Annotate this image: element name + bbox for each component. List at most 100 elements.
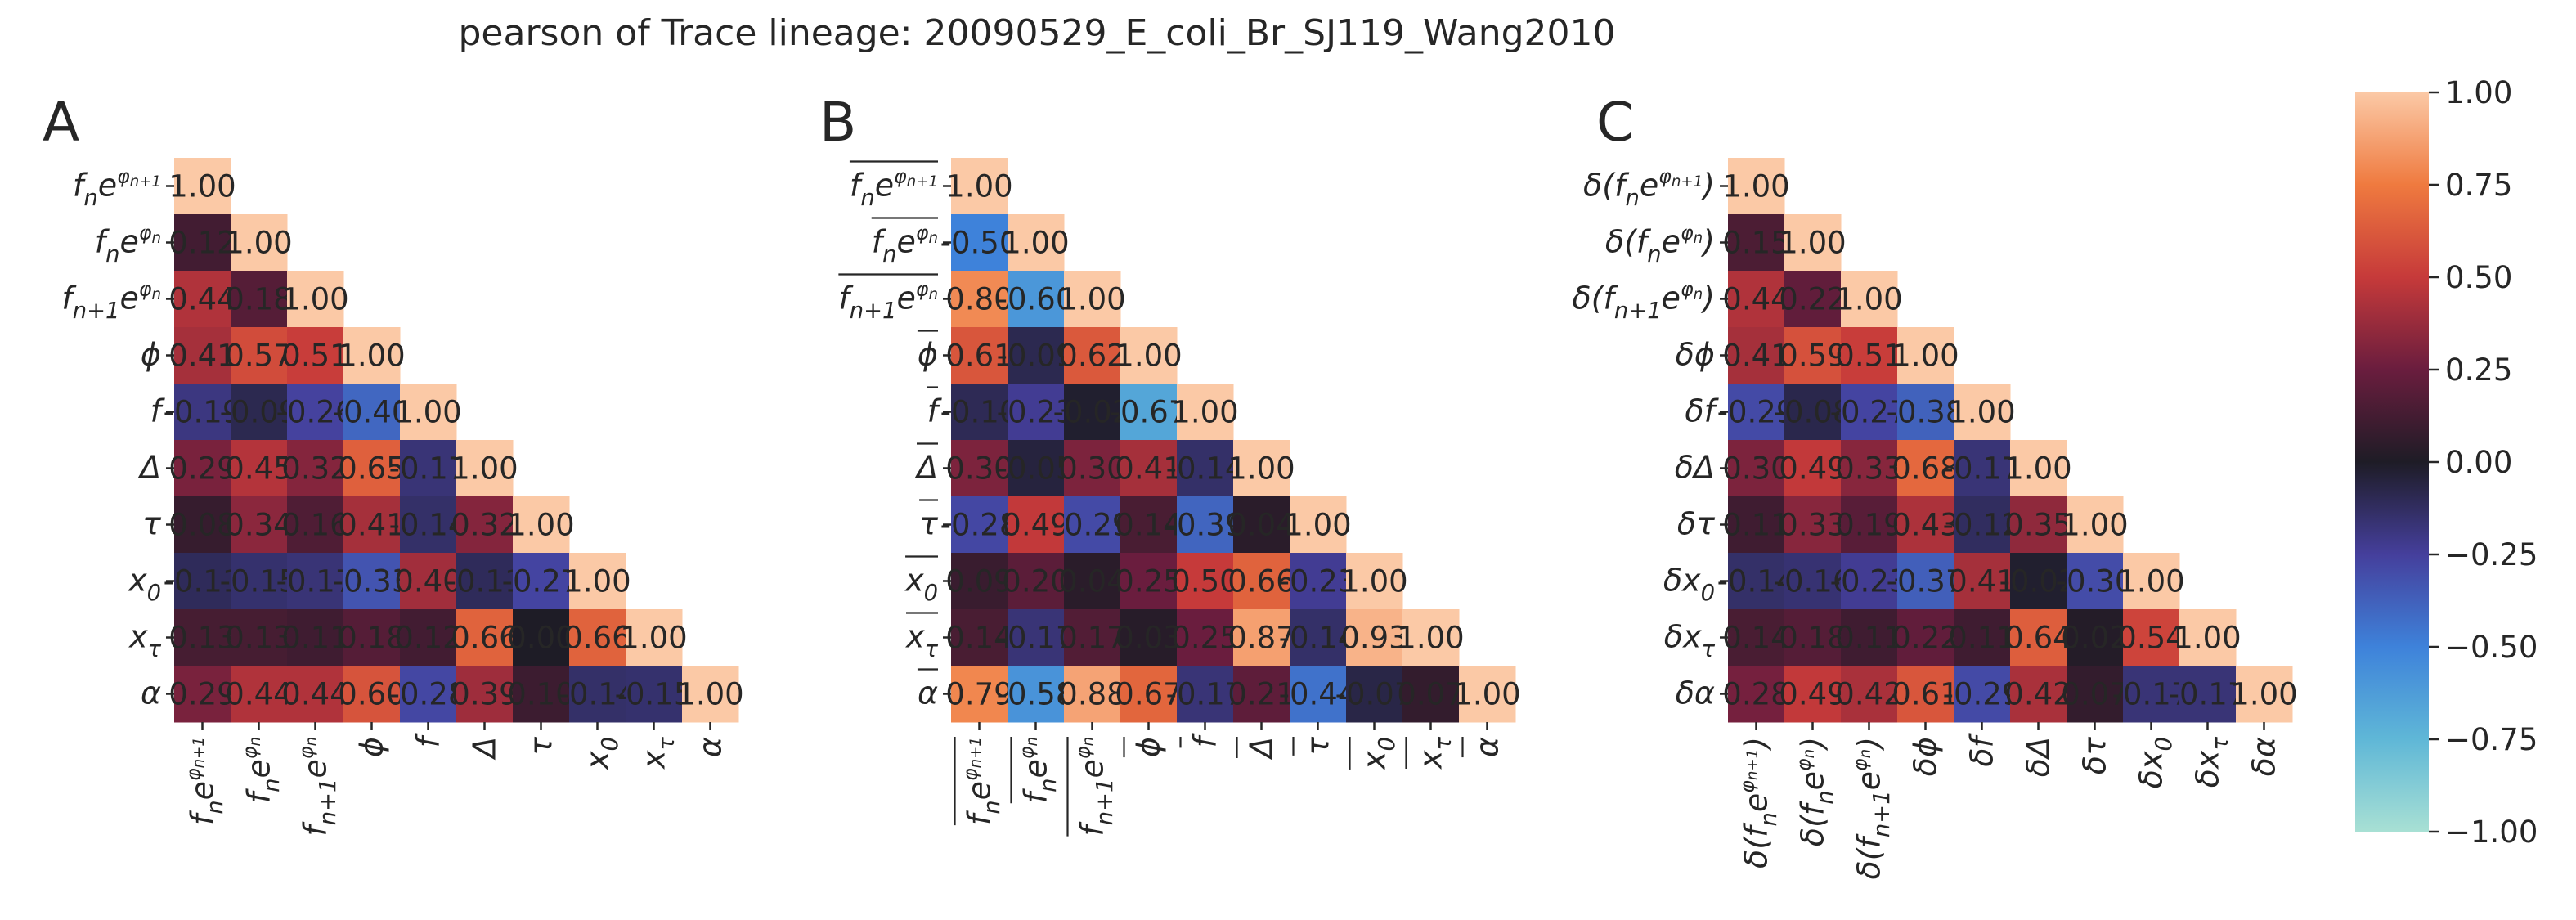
x-tick-label: δxτ: [2190, 737, 2233, 788]
heatmap-cell: [400, 609, 457, 666]
cell-value-label: -0.23: [1279, 564, 1358, 599]
cell-value-label: 0.25: [1171, 621, 1238, 656]
x-tick-label: x0: [1357, 737, 1400, 770]
heatmap-cell: [343, 440, 401, 497]
heatmap-cell: [1784, 384, 1842, 441]
y-tick-label: α: [141, 675, 161, 711]
heatmap-cell: [1290, 553, 1347, 610]
cell-value-label: -0.10: [940, 395, 1019, 430]
heatmap-cell: [1897, 496, 1954, 554]
colorbar-tick-label: −0.50: [2445, 630, 2538, 665]
heatmap-cell: [2179, 666, 2237, 723]
cell-value-label: -0.05: [997, 451, 1075, 487]
cell-value-label: 0.03: [1115, 621, 1182, 656]
y-tick-label: δ(fneφn+1): [1583, 165, 1715, 211]
heatmap-cell: [2067, 666, 2124, 723]
heatmap-cell: [2010, 496, 2067, 554]
cell-value-label: -0.27: [502, 564, 581, 599]
heatmap-cell: [1346, 666, 1403, 723]
y-tick-label: α: [918, 675, 938, 711]
cell-value-label: 0.54: [2117, 621, 2184, 656]
heatmap-panel-a: A1.000.121.000.440.181.000.410.570.511.0…: [43, 91, 744, 837]
heatmap-cell: [1008, 327, 1065, 384]
heatmap-cell: [2123, 666, 2180, 723]
heatmap-cell: [1784, 440, 1842, 497]
heatmap-cell: [1120, 496, 1178, 554]
cell-value-label: 1.00: [1058, 282, 1125, 317]
heatmap-cell: [343, 666, 401, 723]
heatmap-cell: [682, 666, 739, 723]
cell-value-label: 0.10: [507, 677, 574, 712]
cell-value-label: 0.66: [1227, 564, 1295, 599]
colorbar-tick-label: −1.00: [2445, 815, 2538, 850]
x-tick-label: τ: [523, 736, 559, 756]
cell-value-label: 1.00: [676, 677, 743, 712]
heatmap-cell: [1728, 384, 1785, 441]
x-tick-label: δf: [1964, 732, 2000, 766]
heatmap-cell: [287, 440, 344, 497]
cell-value-label: 0.17: [1058, 621, 1125, 656]
heatmap-cell: [1008, 384, 1065, 441]
cell-value-label: 0.19: [1835, 508, 1902, 543]
heatmap-cell: [951, 214, 1008, 272]
cell-value-label: -0.08: [1774, 395, 1852, 430]
cell-value-label: 0.41: [168, 339, 236, 374]
panel-label: B: [819, 91, 856, 154]
heatmap-cell: [1728, 158, 1785, 215]
heatmap-cell: [1233, 666, 1290, 723]
cell-value-label: -0.28: [389, 677, 468, 712]
cell-value-label: -0.17: [389, 451, 468, 487]
heatmap-cell: [2010, 440, 2067, 497]
cell-value-label: 0.32: [451, 508, 518, 543]
cell-value-label: 0.44: [281, 677, 348, 712]
cell-value-label: 0.32: [281, 451, 348, 487]
heatmap-cell: [1064, 327, 1121, 384]
cell-value-label: -0.29: [1943, 677, 2022, 712]
cell-value-label: 0.15: [1722, 226, 1789, 261]
cell-value-label: 0.30: [1722, 451, 1789, 487]
heatmap-cell: [343, 609, 401, 666]
heatmap-cell: [513, 496, 570, 554]
cell-value-label: 0.08: [168, 508, 236, 543]
heatmap-cell: [1954, 496, 2011, 554]
cell-value-label: 1.00: [2230, 677, 2297, 712]
heatmap-cell: [400, 440, 457, 497]
cell-value-label: 1.00: [1892, 339, 1959, 374]
cell-value-label: -0.02: [1999, 564, 2078, 599]
cell-value-label: 0.93: [1340, 621, 1407, 656]
cell-value-label: 1.00: [1453, 677, 1520, 712]
heatmap-cell: [231, 327, 288, 384]
cell-value-label: 0.34: [225, 508, 292, 543]
heatmap-cell: [174, 271, 231, 328]
cell-value-label: 0.51: [1835, 339, 1902, 374]
heatmap-cell: [1784, 327, 1842, 384]
cell-value-label: 0.41: [338, 508, 405, 543]
heatmap-cell: [513, 666, 570, 723]
heatmap-cell: [2123, 553, 2180, 610]
colorbar-tick-label: −0.25: [2445, 537, 2538, 572]
heatmap-cell: [2123, 609, 2180, 666]
cell-value-label: 0.04: [1227, 508, 1295, 543]
cell-value-label: 0.00: [507, 621, 574, 656]
cell-value-label: -0.29: [1053, 508, 1132, 543]
heatmap-cell: [1120, 553, 1178, 610]
cell-value-label: -0.29: [1717, 395, 1796, 430]
x-tick-label: Δ: [1244, 737, 1280, 761]
heatmap-cell: [174, 327, 231, 384]
heatmap-cell: [1841, 327, 1898, 384]
cell-value-label: 0.25: [1115, 564, 1182, 599]
heatmap-cell: [231, 271, 288, 328]
heatmap-cell: [174, 496, 231, 554]
heatmap-cell: [1841, 496, 1898, 554]
heatmap-cell: [456, 666, 514, 723]
heatmap-cell: [1120, 440, 1178, 497]
cell-value-label: 0.44: [168, 282, 236, 317]
y-tick-label: x0: [904, 563, 938, 606]
cell-value-label: 0.40: [394, 564, 461, 599]
heatmap-cell: [1402, 609, 1460, 666]
cell-value-label: -0.50: [940, 226, 1019, 261]
cell-value-label: 0.43: [1892, 508, 1959, 543]
heatmap-cell: [1233, 496, 1290, 554]
cell-value-label: 0.18: [338, 621, 405, 656]
heatmap-cell: [1728, 440, 1785, 497]
